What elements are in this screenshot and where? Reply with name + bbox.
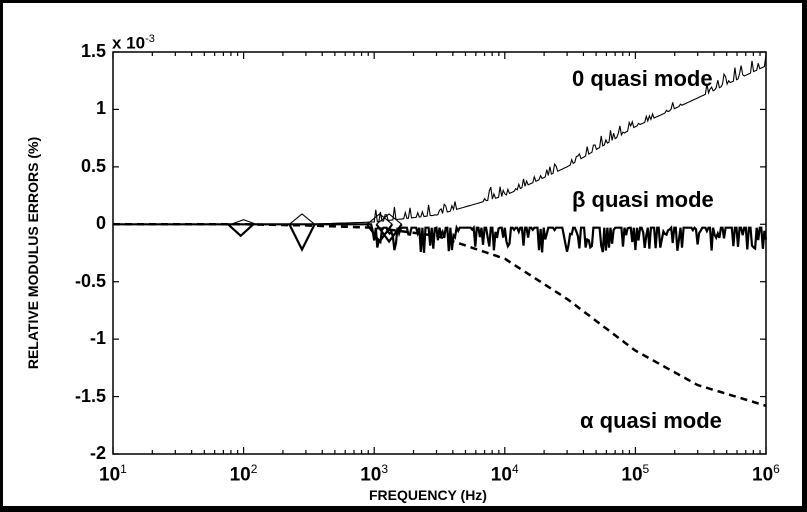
x-tick-label: 105 <box>621 462 650 486</box>
y-tick-label: -1 <box>89 328 106 349</box>
y-tick-label: 0 <box>95 213 106 234</box>
annotation-zero-quasi-mode: 0 quasi mode <box>572 66 713 91</box>
x-tick-label: 106 <box>752 462 780 486</box>
series-alpha <box>113 223 767 407</box>
multiplier-base: x 10 <box>112 33 146 53</box>
series-zero <box>113 54 767 225</box>
x-tick-label: 103 <box>360 462 389 486</box>
y-tick-label: 0.5 <box>80 155 106 176</box>
x-tick-label: 101 <box>99 462 127 486</box>
multiplier-exponent: -3 <box>145 33 155 45</box>
y-tick-label: -2 <box>89 443 106 463</box>
chart-background <box>3 3 802 506</box>
axis-ticks <box>112 51 767 455</box>
y-tick-label: 1 <box>95 98 106 119</box>
y-tick-label: -0.5 <box>74 270 106 291</box>
x-tick-label: 102 <box>229 462 258 486</box>
y-axis-label: RELATIVE MODULUS ERRORS (%) <box>25 136 41 370</box>
series-beta <box>113 223 768 253</box>
plot-frame <box>112 51 767 455</box>
y-tick-label: 1.5 <box>80 41 106 61</box>
y-tick-label: -1.5 <box>74 385 106 406</box>
annotation-alpha-quasi-mode: α quasi mode <box>580 408 722 433</box>
x-tick-label: 104 <box>490 462 519 486</box>
y-multiplier: x 10-3 <box>112 33 155 54</box>
annotation-beta-quasi-mode: β quasi mode <box>572 187 714 212</box>
x-axis-label: FREQUENCY (Hz) <box>369 487 487 503</box>
